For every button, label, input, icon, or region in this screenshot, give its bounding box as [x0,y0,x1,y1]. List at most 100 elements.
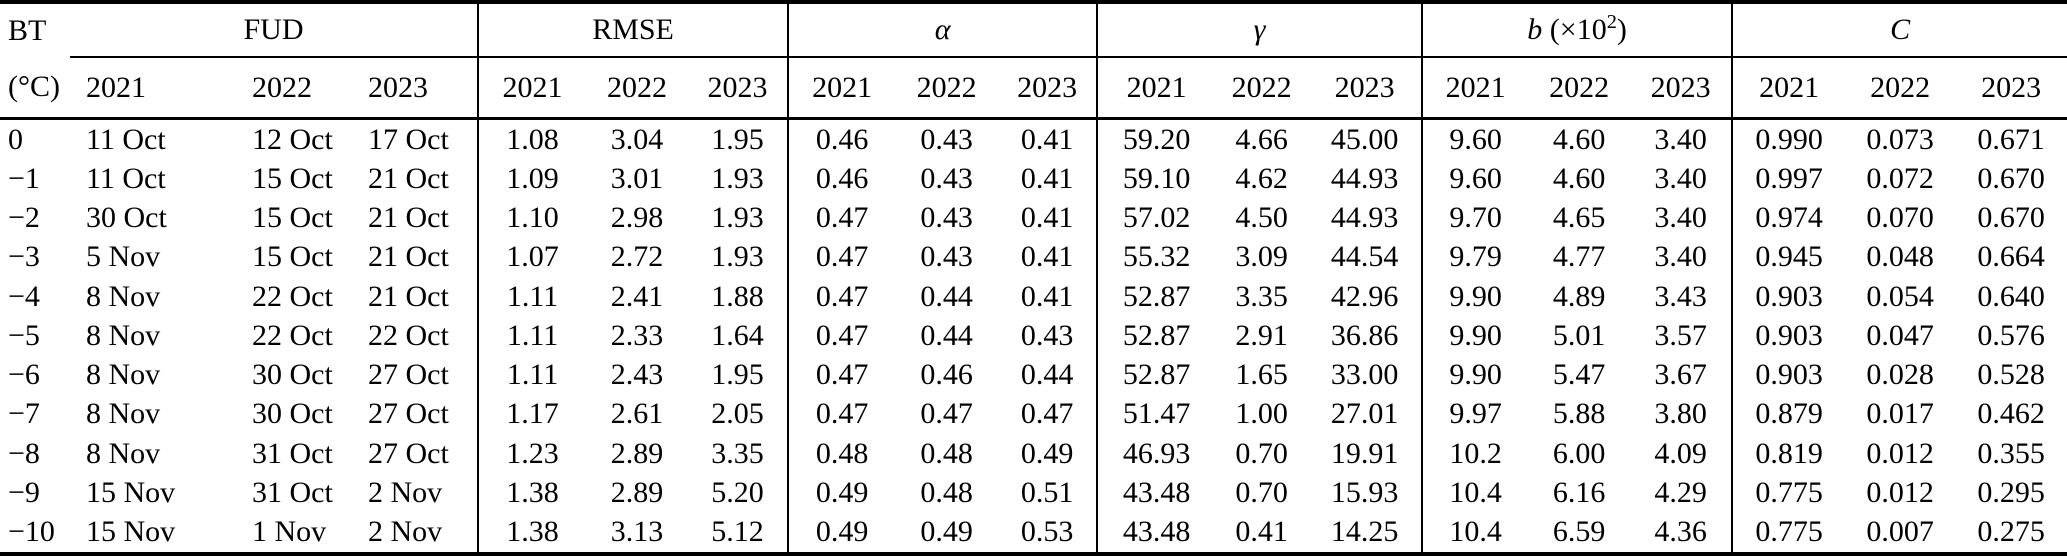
cell-alpha: 0.47 [1020,397,1074,431]
cell-gamma: 3.35 [1235,279,1288,313]
col-group-alpha: α [787,2,1098,58]
cell-gamma: 43.48 [1096,473,1216,513]
cell-alpha: 0.51 [1020,475,1074,509]
cell-gamma: 45.00 [1330,122,1399,156]
cell-c: 0.664 [1977,240,2045,274]
cell-alpha: 0.41 [1020,279,1074,313]
cell-alpha: 0.46 [787,118,896,160]
col-year-b-2021: 2021 [1421,57,1529,120]
cell-gamma: 59.10 [1096,159,1216,199]
cell-fud: 2 Nov [368,515,443,549]
cell-rmse: 1.93 [711,201,764,235]
cell-rmse: 2.98 [610,201,664,235]
cell-fud: 31 Oct [252,475,333,509]
b-scale-exponent: 2 [1606,11,1617,33]
cell-rmse: 3.04 [610,122,664,156]
cell-c: 0.945 [1731,237,1846,278]
cell-fud: 22 Oct [368,318,449,352]
cell-fud: 15 Oct [252,161,333,195]
cell-alpha: 0.48 [787,434,896,474]
cell-rmse: 1.17 [477,394,587,435]
row-header-bt: −1 [8,161,40,195]
table-row: −5 8 Nov 22 Oct 22 Oct 1.11 2.33 1.64 0.47 0.44 0… [0,316,2067,356]
col-year-rmse-2023: 2023 [688,57,789,120]
cell-c: 0.007 [1866,515,1934,549]
cell-gamma: 52.87 [1096,316,1216,356]
cell-rmse: 1.09 [477,159,587,199]
cell-gamma: 0.70 [1235,436,1288,470]
table-row: −2 30 Oct 15 Oct 21 Oct 1.10 2.98 1.93 0.47 0.43… [0,198,2067,238]
col-year-alpha-2022: 2022 [895,57,999,120]
cell-alpha: 0.46 [920,358,973,392]
cell-rmse: 2.41 [610,279,664,313]
cell-c: 0.028 [1866,358,1934,392]
cell-alpha: 0.49 [787,473,896,513]
cell-rmse: 1.11 [477,355,587,395]
col-year-alpha-2023: 2023 [998,57,1098,120]
cell-c: 0.528 [1977,358,2045,392]
cell-rmse: 1.38 [477,512,587,554]
cell-gamma: 14.25 [1330,515,1399,549]
cell-rmse: 2.33 [610,318,664,352]
table-row: 0 11 Oct 12 Oct 17 Oct 1.08 3.04 1.95 0.46 0.43 0… [0,118,2067,160]
cell-fud: 17 Oct [368,122,449,156]
cell-b: 5.88 [1552,397,1606,431]
row-header-bt: −10 [8,515,55,549]
cell-gamma: 33.00 [1330,358,1399,392]
cell-gamma: 15.93 [1330,475,1399,509]
cell-b: 9.79 [1421,237,1529,278]
col-year-gamma-2022: 2022 [1215,57,1309,120]
table-row: −3 5 Nov 15 Oct 21 Oct 1.07 2.72 1.93 0.47 0.43 0… [0,237,2067,278]
col-year-fud-2022: 2022 [236,57,352,120]
cell-c: 0.355 [1977,436,2045,470]
col-header-bt: BT [8,13,47,47]
table-row: −1 11 Oct 15 Oct 21 Oct 1.09 3.01 1.93 0.46 0.43… [0,159,2067,199]
cell-alpha: 0.49 [920,515,973,549]
cell-b: 4.89 [1552,279,1606,313]
cell-alpha: 0.43 [920,201,973,235]
cell-fud: 21 Oct [368,201,449,235]
cell-c: 0.974 [1731,198,1846,238]
cell-fud: 8 Nov [86,358,161,392]
year-header-row: (°C) 2021 2022 2023 2021 2022 2023 2021 2022 202… [0,57,2067,120]
cell-gamma: 27.01 [1330,397,1399,431]
cell-alpha: 0.47 [787,394,896,435]
cell-gamma: 0.70 [1235,475,1288,509]
cell-fud: 15 Oct [252,240,333,274]
cell-gamma: 4.66 [1235,122,1288,156]
cell-c: 0.072 [1866,161,1934,195]
cell-alpha: 0.47 [787,237,896,278]
cell-b: 9.90 [1421,277,1529,317]
cell-rmse: 1.10 [477,198,587,238]
cell-alpha: 0.43 [920,122,973,156]
cell-fud: 8 Nov [86,318,161,352]
cell-b: 10.2 [1421,434,1529,474]
cell-c: 0.295 [1977,475,2045,509]
cell-rmse: 3.13 [610,515,664,549]
cell-b: 4.60 [1552,122,1606,156]
cell-rmse: 1.11 [477,277,587,317]
cell-gamma: 19.91 [1330,436,1399,470]
cell-rmse: 5.20 [711,475,764,509]
cell-rmse: 2.89 [610,436,664,470]
cell-c: 0.671 [1977,122,2045,156]
cell-alpha: 0.41 [1020,122,1074,156]
cell-alpha: 0.43 [920,161,973,195]
b-scale-prefix: (×10 [1542,13,1607,46]
col-year-c-2023: 2023 [1955,57,2067,120]
cell-rmse: 2.61 [610,397,664,431]
cell-rmse: 5.12 [711,515,764,549]
cell-gamma: 59.20 [1096,118,1216,160]
cell-alpha: 0.41 [1020,201,1074,235]
cell-rmse: 1.38 [477,473,587,513]
cell-alpha: 0.47 [787,198,896,238]
cell-b: 6.59 [1552,515,1606,549]
cell-fud: 21 Oct [368,161,449,195]
cell-b: 6.00 [1552,436,1606,470]
cell-alpha: 0.44 [920,318,973,352]
cell-c: 0.775 [1731,512,1846,554]
cell-c: 0.670 [1977,161,2045,195]
col-group-b: b (×102) [1421,2,1733,58]
cell-b: 4.60 [1552,161,1606,195]
